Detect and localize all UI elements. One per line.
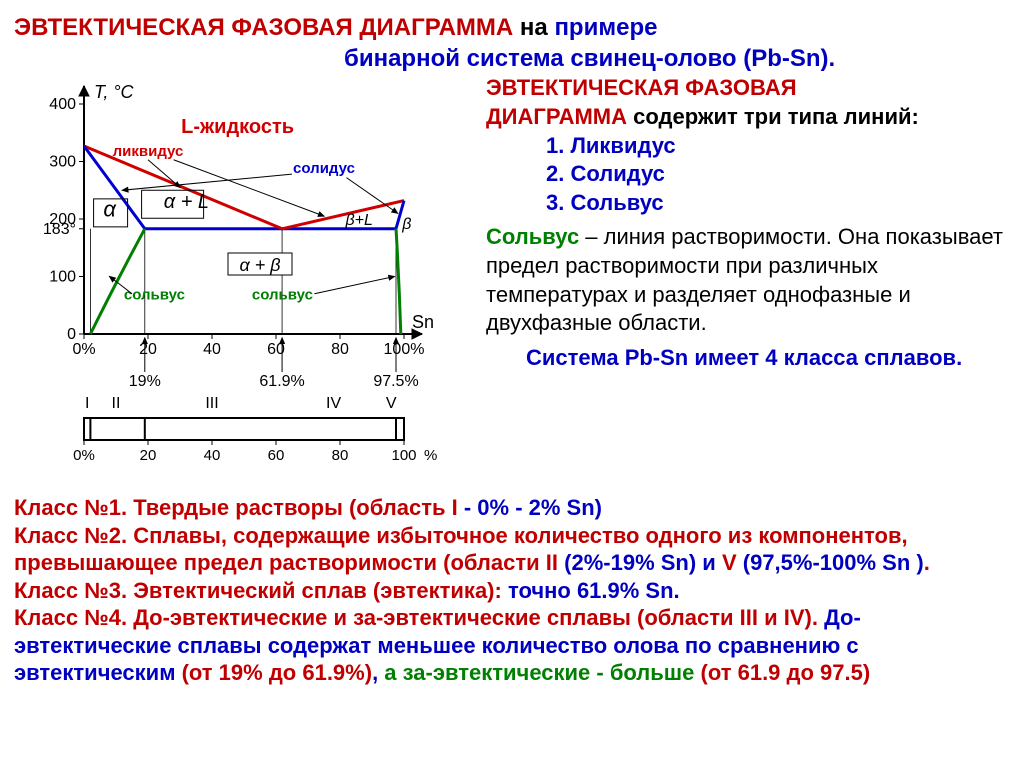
svg-text:80: 80	[332, 447, 349, 464]
rh1: ЭВТЕКТИЧЕСКАЯ ФАЗОВАЯ	[486, 75, 797, 100]
svg-text:ликвидус: ликвидус	[113, 143, 184, 160]
c4c: (от 19% до 61.9%)	[182, 660, 372, 685]
svg-text:100%: 100%	[384, 341, 425, 358]
svg-text:0%: 0%	[73, 447, 95, 464]
svg-text:L-жидкость: L-жидкость	[181, 116, 294, 138]
title-blue: примере	[554, 14, 657, 41]
classes-block: Класс №1. Твердые растворы (область I - …	[14, 494, 1010, 687]
c4d: ,	[372, 660, 384, 685]
c3a: Класс №3. Эвтектический сплав (эвтектика…	[14, 578, 502, 603]
c1b: - 0% - 2% Sn)	[458, 495, 602, 520]
svg-text:61.9%: 61.9%	[259, 373, 304, 390]
svg-text:0%: 0%	[72, 341, 95, 358]
li-1: 1. Ликвидус	[546, 132, 1010, 161]
svg-text:20: 20	[140, 447, 157, 464]
svg-text:I: I	[85, 395, 89, 412]
svg-text:20: 20	[139, 341, 157, 358]
phase-diagram: 0100200300400183°T, °C0%20406080100%Snαα…	[14, 74, 474, 494]
c4f: (от 61.9 до 97.5)	[701, 660, 871, 685]
svg-text:400: 400	[49, 96, 76, 113]
svg-text:183°: 183°	[43, 221, 76, 238]
svg-text:β: β	[401, 216, 411, 233]
phase-diagram-svg: 0100200300400183°T, °C0%20406080100%Snαα…	[14, 74, 474, 494]
li-2: 2. Солидус	[546, 160, 1010, 189]
svg-text:IV: IV	[326, 395, 341, 412]
sys-line: Система Pb-Sn имеет 4 класса сплавов.	[526, 344, 1010, 373]
c4a: Класс №4. До-эвтектические и за-эвтектич…	[14, 605, 818, 630]
svg-text:100: 100	[391, 447, 416, 464]
title-na: на	[513, 14, 554, 41]
c4e: а за-эвтектические - больше	[384, 660, 700, 685]
svg-text:80: 80	[331, 341, 349, 358]
right-pane: ЭВТЕКТИЧЕСКАЯ ФАЗОВАЯ ДИАГРАММА содержит…	[486, 74, 1010, 372]
svg-text:II: II	[112, 395, 121, 412]
svg-text:сольвус: сольвус	[252, 287, 313, 304]
title-line2: бинарной система свинец-олово (Pb-Sn).	[344, 43, 1010, 74]
c2d: (97,5%-100% Sn )	[737, 550, 924, 575]
svg-text:300: 300	[49, 154, 76, 171]
svg-text:40: 40	[204, 447, 221, 464]
svg-text:III: III	[205, 395, 218, 412]
svg-text:97.5%: 97.5%	[373, 373, 418, 390]
c3b: точно 61.9% Sn.	[502, 578, 680, 603]
rh2: ДИАГРАММА	[486, 104, 627, 129]
c1a: Класс №1. Твердые растворы (область I	[14, 495, 458, 520]
rh3: содержит три типа линий:	[627, 104, 919, 129]
svg-text:Sn: Sn	[412, 312, 434, 332]
svg-text:солидус: солидус	[293, 160, 355, 177]
svg-text:β+L: β+L	[345, 212, 373, 229]
svg-text:α + β: α + β	[239, 255, 280, 275]
c2c: V	[722, 550, 737, 575]
page-title: ЭВТЕКТИЧЕСКАЯ ФАЗОВАЯ ДИАГРАММА на приме…	[14, 12, 1010, 43]
c2e: .	[924, 550, 930, 575]
svg-text:19%: 19%	[129, 373, 161, 390]
title-red: ЭВТЕКТИЧЕСКАЯ ФАЗОВАЯ ДИАГРАММА	[14, 14, 513, 41]
svg-text:α + L: α + L	[164, 191, 209, 213]
solvus-b: Сольвус	[486, 224, 579, 249]
li-3: 3. Сольвус	[546, 189, 1010, 218]
svg-text:60: 60	[268, 447, 285, 464]
c2b: (2%-19% Sn) и	[558, 550, 722, 575]
svg-text:α: α	[103, 197, 117, 222]
svg-text:сольвус: сольвус	[124, 287, 185, 304]
svg-text:100: 100	[49, 269, 76, 286]
svg-text:%: %	[424, 447, 437, 464]
svg-text:T, °C: T, °C	[94, 82, 135, 102]
svg-text:40: 40	[203, 341, 221, 358]
svg-text:V: V	[386, 395, 397, 412]
